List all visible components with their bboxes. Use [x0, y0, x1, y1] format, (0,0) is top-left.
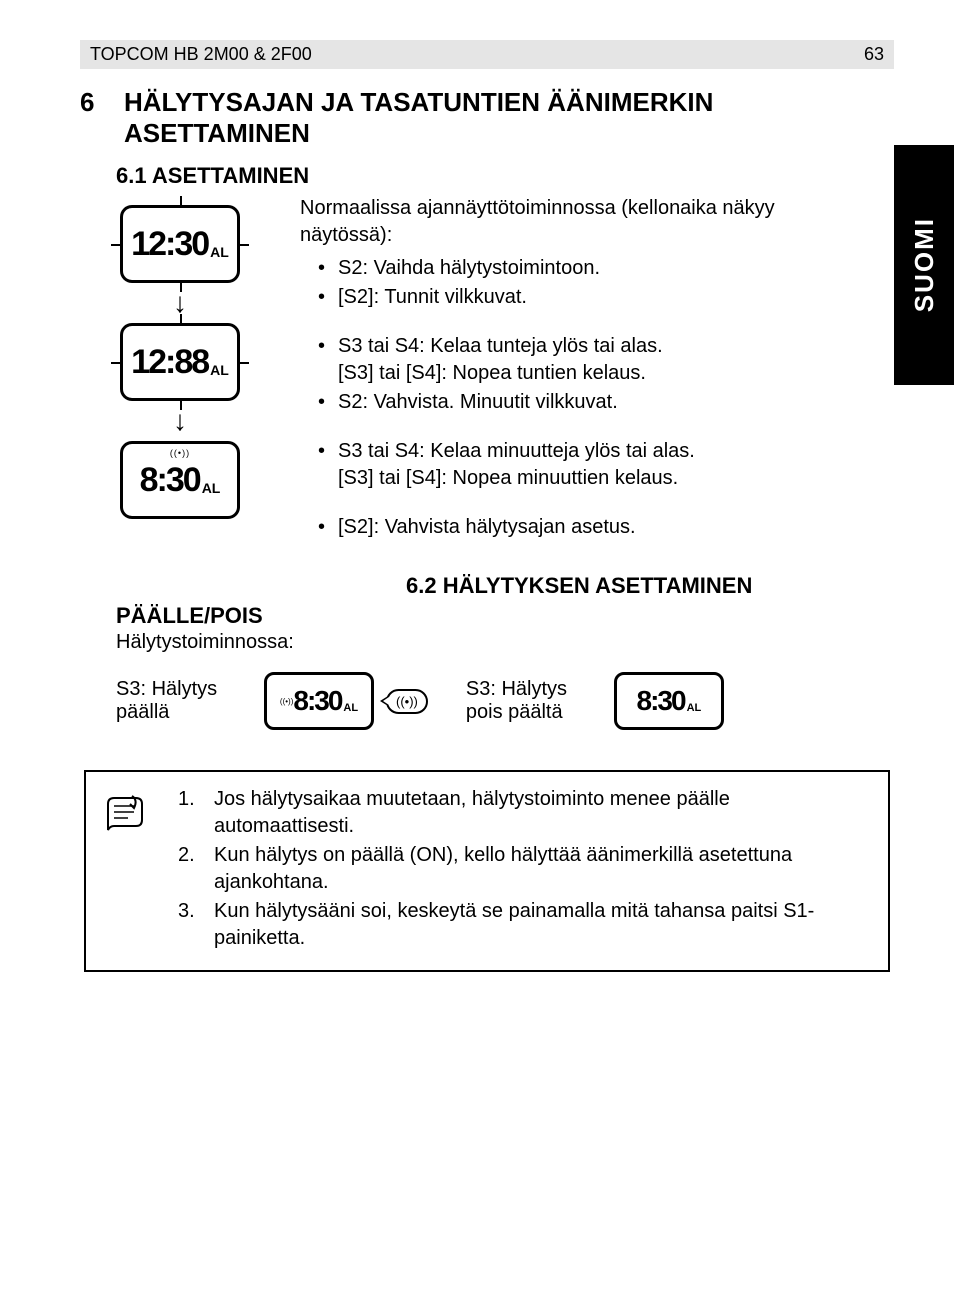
alarm-icon: ((•)): [280, 697, 293, 706]
header-left: TOPCOM HB 2M00 & 2F00: [90, 44, 312, 65]
lcd-display-2: 12:88 AL: [120, 323, 240, 401]
instruction-item: S2: Vaihda hälytystoimintoon.: [338, 255, 844, 282]
instruction-list: S2: Vaihda hälytystoimintoon. [S2]: Tunn…: [300, 255, 844, 541]
header-page-number: 63: [864, 44, 884, 65]
alarm-icon: ((•)): [170, 448, 190, 458]
sound-bubble-icon: ((•)): [386, 689, 428, 714]
instruction-item: S2: Vahvista. Minuutit vilkkuvat.: [338, 389, 844, 416]
lcd-alarm-off: 8:30 AL: [614, 672, 724, 730]
subheading-6-1: 6.1 ASETTAMINEN: [116, 163, 894, 189]
lcd-off-time: 8:30: [637, 685, 685, 717]
lcd-on-time: 8:30: [293, 685, 341, 717]
lcd-1-time: 12:30: [131, 225, 208, 264]
note-item: 1.Jos hälytysaikaa muutetaan, hälytystoi…: [178, 786, 872, 840]
note-list: 1.Jos hälytysaikaa muutetaan, hälytystoi…: [178, 786, 872, 954]
subheading-6-2: 6.2 HÄLYTYKSEN ASETTAMINEN: [406, 573, 752, 599]
subheading-6-2-row: 6.2 HÄLYTYKSEN ASETTAMINEN: [80, 573, 894, 599]
arrow-down-icon: ↓: [173, 289, 187, 317]
lcd-off-al: AL: [687, 702, 702, 714]
lcd-1-al: AL: [210, 244, 229, 260]
instruction-item: S3 tai S4: Kelaa tunteja ylös tai alas. …: [338, 333, 844, 387]
lcd-2-al: AL: [210, 362, 229, 378]
lcd-on-al: AL: [343, 702, 358, 714]
alarm-on-label: S3: Hälytys päällä: [116, 678, 246, 724]
instruction-item: [S2]: Vahvista hälytysajan asetus.: [338, 514, 844, 541]
intro-text: Normaalissa ajannäyttötoiminnossa (kello…: [300, 195, 844, 249]
lcd-3-al: AL: [202, 480, 221, 496]
note-icon: [102, 786, 158, 954]
onoff-heading: PÄÄLLE/POIS: [116, 603, 894, 629]
alarm-off-label: S3: Hälytys pois päältä: [466, 678, 596, 724]
lcd-display-1: 12:30 AL: [120, 205, 240, 283]
note-item: 3.Kun hälytysääni soi, keskeytä se paina…: [178, 898, 872, 952]
lcd-2-time: 12:88: [131, 343, 208, 382]
section-number: 6: [80, 87, 124, 149]
language-label: SUOMI: [909, 217, 940, 312]
instructions-6-1: Normaalissa ajannäyttötoiminnossa (kello…: [300, 195, 894, 543]
lcd-display-3: ((•)) 8:30 AL: [120, 441, 240, 519]
section-6-title: 6 HÄLYTYSAJAN JA TASATUNTIEN ÄÄNIMERKIN …: [80, 87, 894, 149]
language-tab: SUOMI: [894, 145, 954, 385]
lcd-3-time: 8:30: [140, 461, 200, 500]
lcd-alarm-on: ((•)) 8:30 AL: [264, 672, 374, 730]
page-header: TOPCOM HB 2M00 & 2F00 63: [80, 40, 894, 69]
lcd-sequence: 12:30 AL ↓ 12:88 AL ↓ ((•)) 8:30 AL: [80, 195, 280, 543]
arrow-down-icon: ↓: [173, 407, 187, 435]
instruction-item: [S2]: Tunnit vilkkuvat.: [338, 284, 844, 311]
section-6-1-content: 12:30 AL ↓ 12:88 AL ↓ ((•)) 8:30 AL Norm…: [80, 195, 894, 543]
mode-line: Hälytystoiminnossa:: [116, 631, 894, 654]
section-text: HÄLYTYSAJAN JA TASATUNTIEN ÄÄNIMERKIN AS…: [124, 87, 894, 149]
note-item: 2.Kun hälytys on päällä (ON), kello häly…: [178, 842, 872, 896]
note-box: 1.Jos hälytysaikaa muutetaan, hälytystoi…: [84, 770, 890, 972]
alarm-onoff-row: S3: Hälytys päällä ((•)) 8:30 AL ((•)) S…: [80, 672, 894, 730]
instruction-item: S3 tai S4: Kelaa minuutteja ylös tai ala…: [338, 438, 844, 492]
